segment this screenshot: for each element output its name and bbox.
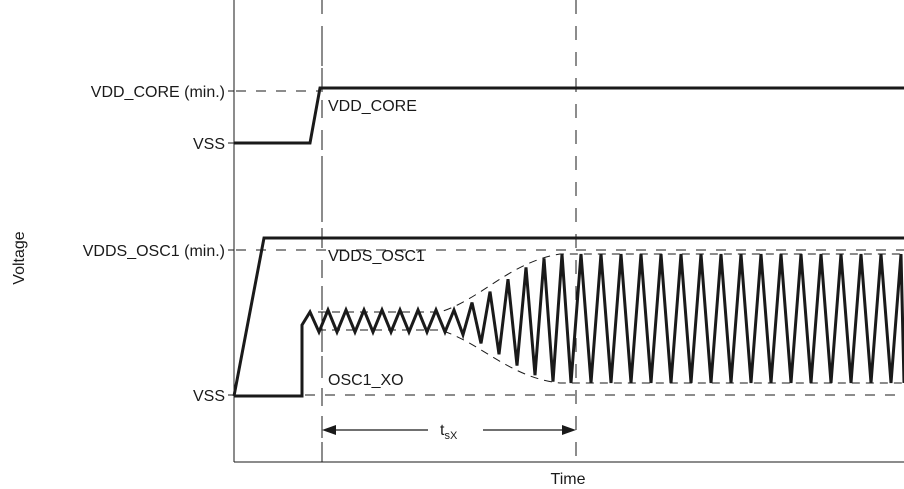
interval-arrow <box>322 425 576 435</box>
osc1-xo-signal-label: OSC1_XO <box>328 372 404 389</box>
osc1-xo-waveform <box>234 253 904 398</box>
y-ticks <box>228 90 234 396</box>
vdd-core-signal-label: VDD_CORE <box>328 98 417 115</box>
vdds-osc1-waveform <box>232 236 904 397</box>
vss-osc-label: VSS <box>193 388 225 405</box>
vdds-osc1-min-label: VDDS_OSC1 (min.) <box>83 243 225 260</box>
reference-dashes <box>236 0 904 462</box>
vdd-core-waveform <box>234 86 904 145</box>
interval-label: tsX <box>440 422 458 442</box>
vss-core-label: VSS <box>193 136 225 153</box>
y-axis-label: Voltage <box>11 231 28 284</box>
plot-frame <box>233 0 904 463</box>
vdd-core-min-label: VDD_CORE (min.) <box>91 84 225 101</box>
x-axis-label: Time <box>551 471 586 488</box>
osc-envelope <box>318 253 904 384</box>
vdds-osc1-signal-label: VDDS_OSC1 <box>328 248 425 265</box>
